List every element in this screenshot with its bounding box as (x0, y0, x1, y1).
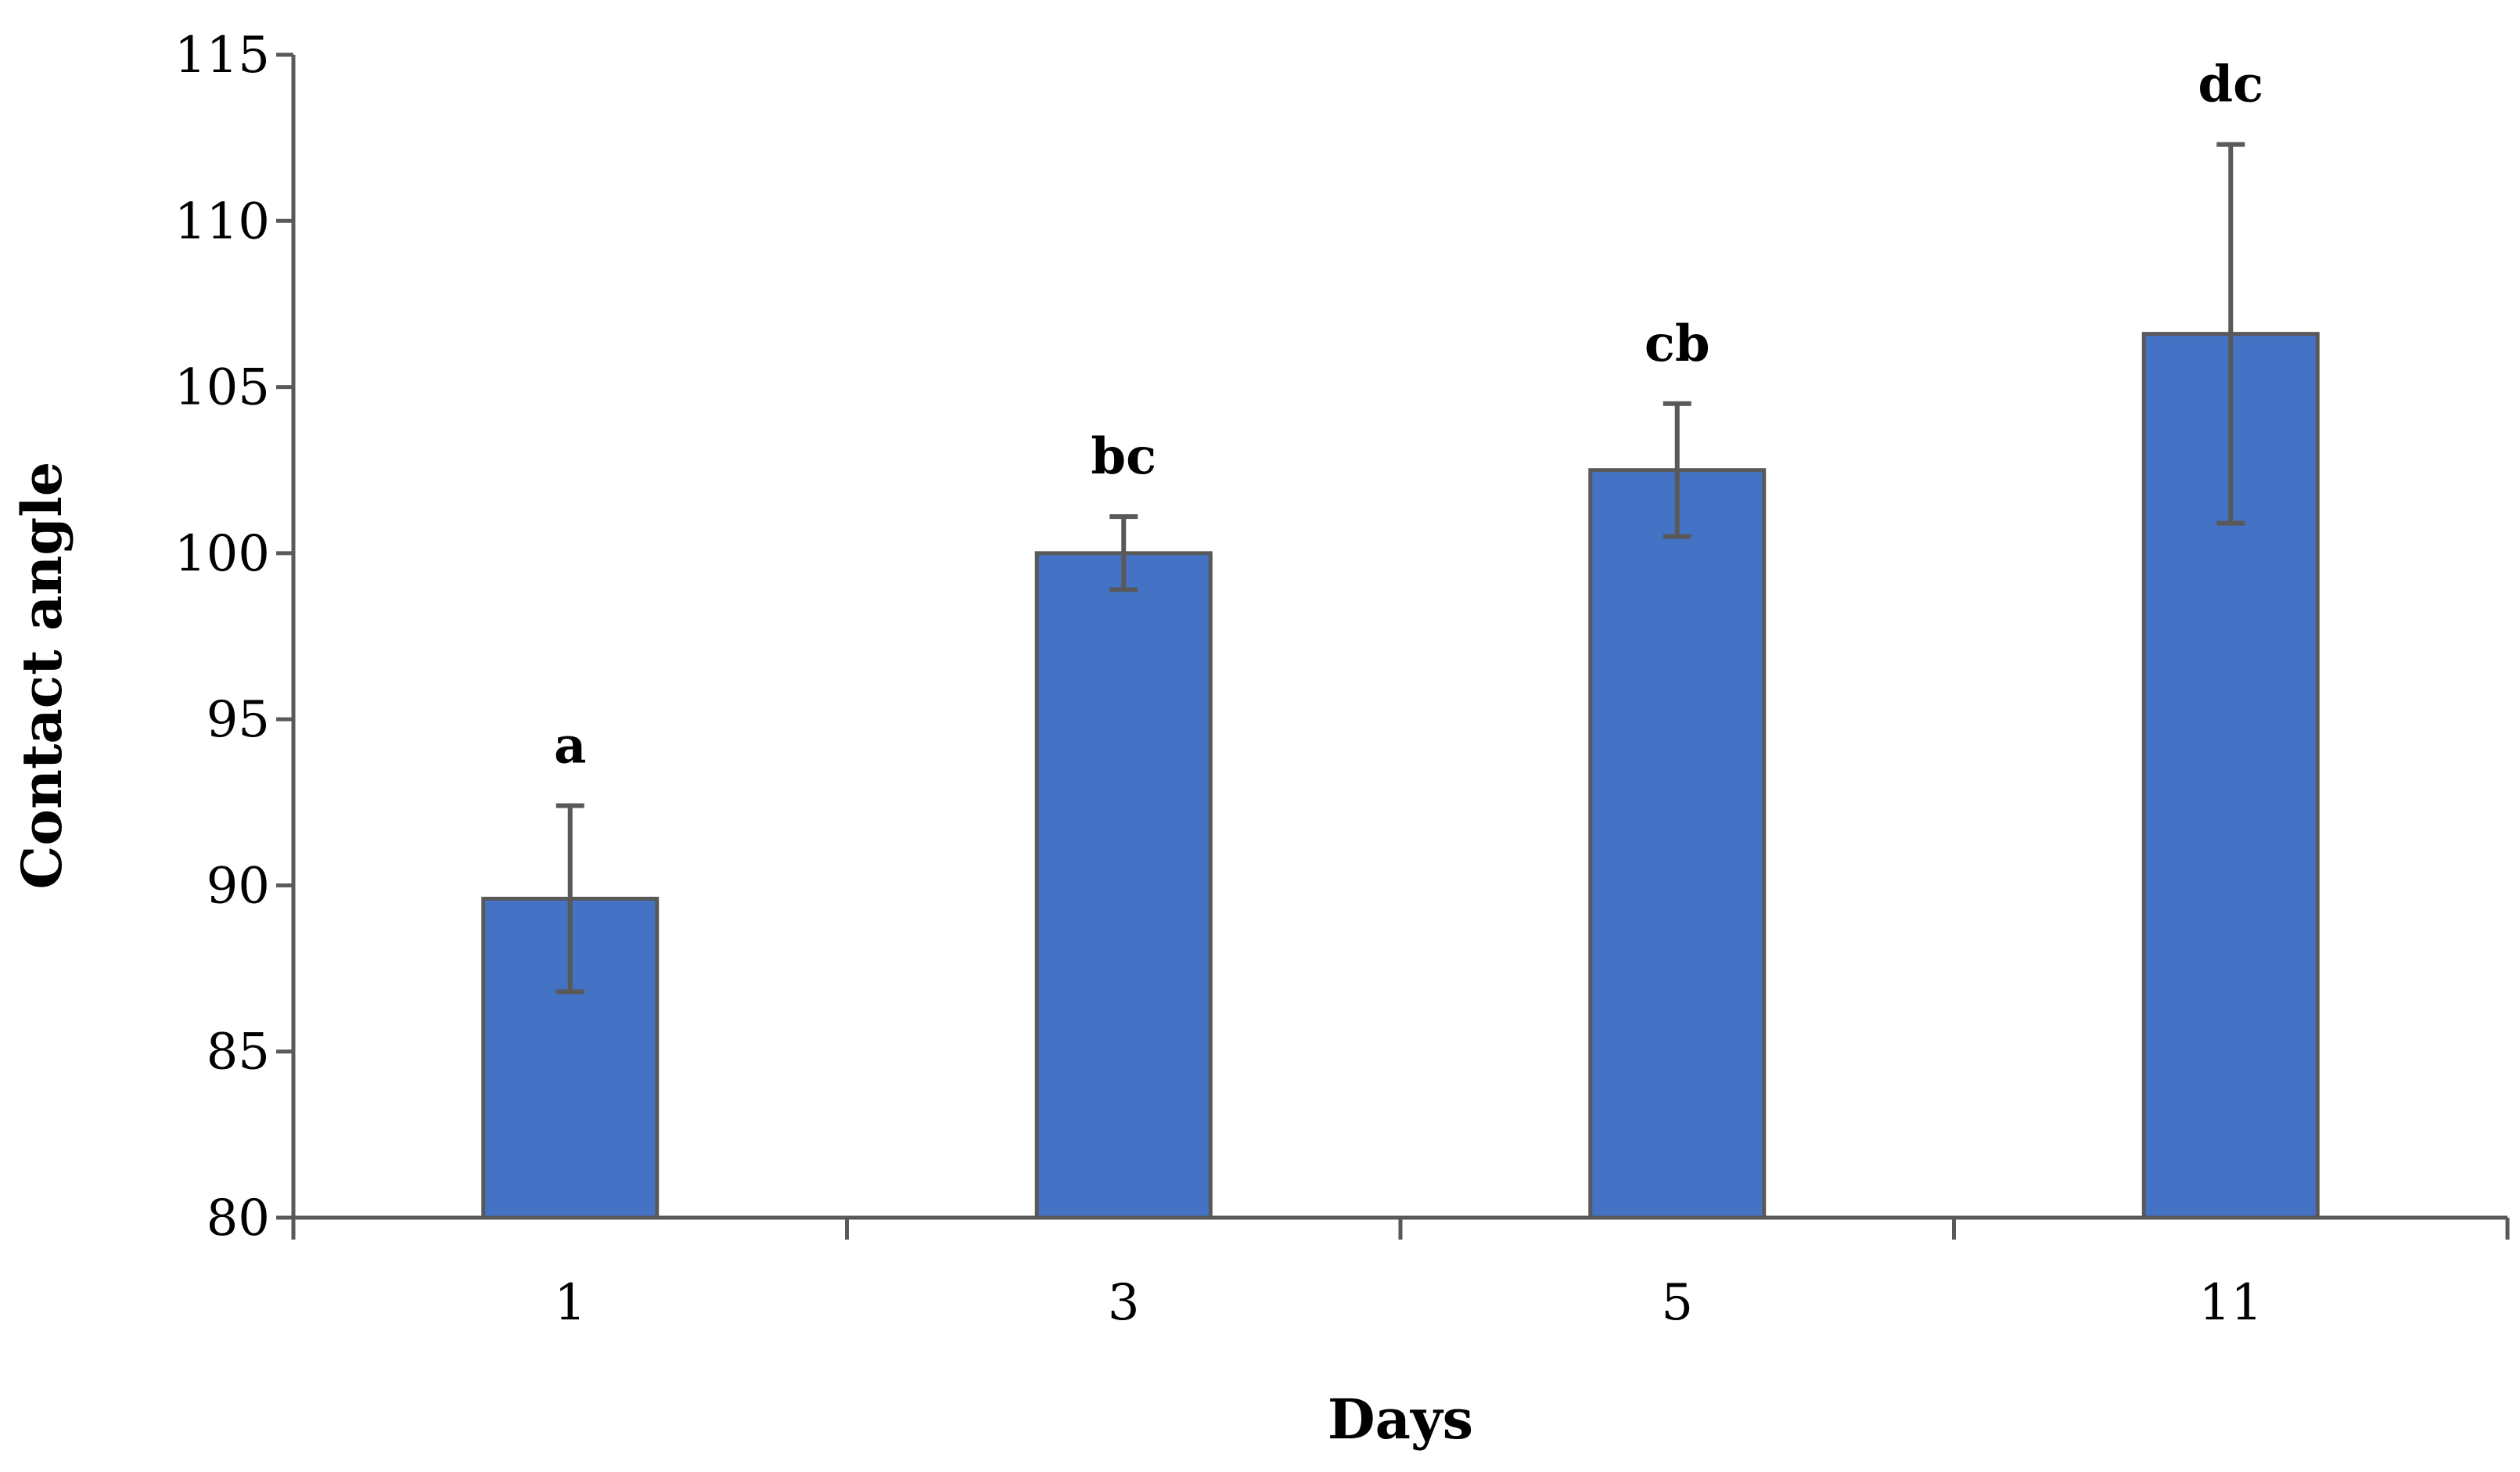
y-tick-label: 80 (207, 1189, 270, 1247)
plot-area: 80 85 90 95 100 105 110 115 a 1 bc 3 cb 5 dc 11 (174, 27, 2510, 1332)
y-tick-label: 115 (174, 27, 270, 85)
y-tick-label: 105 (174, 359, 270, 417)
significance-label: cb (1645, 315, 1710, 373)
significance-label: dc (2198, 56, 2263, 114)
bar (1588, 468, 1767, 1220)
y-tick-label: 85 (207, 1024, 270, 1082)
x-tick-label: 1 (554, 1274, 586, 1332)
significance-label: bc (1091, 427, 1156, 486)
x-axis-title: Days (1328, 1387, 1473, 1452)
y-tick-label: 90 (207, 857, 270, 915)
y-tick-label: 100 (174, 525, 270, 583)
y-tick-label: 95 (207, 691, 270, 749)
y-axis-title: Contact angle (9, 462, 74, 890)
bar (1034, 551, 1213, 1220)
y-tick-label: 110 (174, 193, 270, 250)
x-tick-label: 5 (1661, 1274, 1693, 1332)
x-tick-label: 3 (1108, 1274, 1140, 1332)
x-tick-label: 11 (2199, 1274, 2263, 1332)
significance-label: a (554, 717, 586, 776)
